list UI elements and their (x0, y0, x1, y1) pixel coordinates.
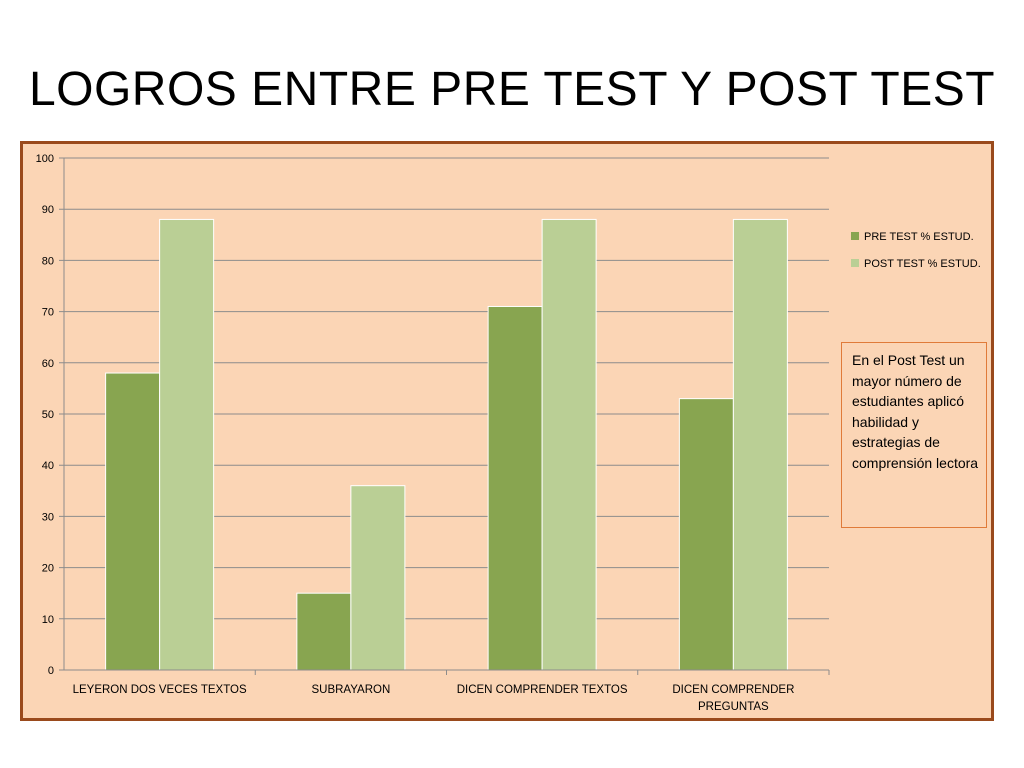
y-axis: 0 10 20 30 40 50 60 70 80 90 100 (36, 153, 65, 677)
legend-label: POST TEST % ESTUD. (864, 258, 981, 270)
legend: PRE TEST % ESTUD. POST TEST % ESTUD. (851, 231, 981, 270)
legend-swatch (851, 259, 859, 267)
y-tick-label: 100 (36, 153, 54, 165)
bar-pre-test (487, 305, 543, 671)
bar-post-test (541, 218, 597, 671)
y-tick-label: 0 (48, 665, 54, 677)
bars (105, 218, 788, 671)
y-tick-label: 40 (42, 460, 54, 472)
annotation-box: En el Post Test un mayor número de estud… (841, 342, 987, 528)
x-axis: LEYERON DOS VECES TEXTOS SUBRAYARON DICEN … (64, 669, 830, 713)
x-category-label: DICEN COMPRENDER PREGUNTAS (672, 684, 794, 713)
bar-pre-test (678, 398, 734, 671)
y-tick-label: 70 (42, 307, 54, 319)
y-tick-label: 90 (42, 204, 54, 216)
x-category-label: DICEN COMPRENDER TEXTOS (457, 684, 628, 696)
chart-frame: 0 10 20 30 40 50 60 70 80 90 100 LEYERON DOS VECES… (20, 141, 994, 721)
y-tick-label: 80 (42, 255, 54, 267)
y-tick-label: 30 (42, 511, 54, 523)
bar-post-test (159, 218, 215, 671)
y-tick-label: 10 (42, 614, 54, 626)
y-tick-label: 60 (42, 358, 54, 370)
bar-post-test (732, 218, 788, 671)
y-tick-label: 50 (42, 409, 54, 421)
bar-post-test (350, 485, 406, 671)
y-tick-label: 20 (42, 563, 54, 575)
bar-pre-test (105, 372, 161, 671)
bar-pre-test (296, 592, 352, 671)
legend-label: PRE TEST % ESTUD. (864, 231, 974, 243)
legend-swatch (851, 232, 859, 240)
slide-title: LOGROS ENTRE PRE TEST Y POST TEST (28, 63, 996, 116)
bar-chart: 0 10 20 30 40 50 60 70 80 90 100 LEYERON DOS VECES… (23, 144, 991, 718)
x-category-label: LEYERON DOS VECES TEXTOS (73, 684, 247, 696)
x-category-label: SUBRAYARON (311, 684, 390, 696)
